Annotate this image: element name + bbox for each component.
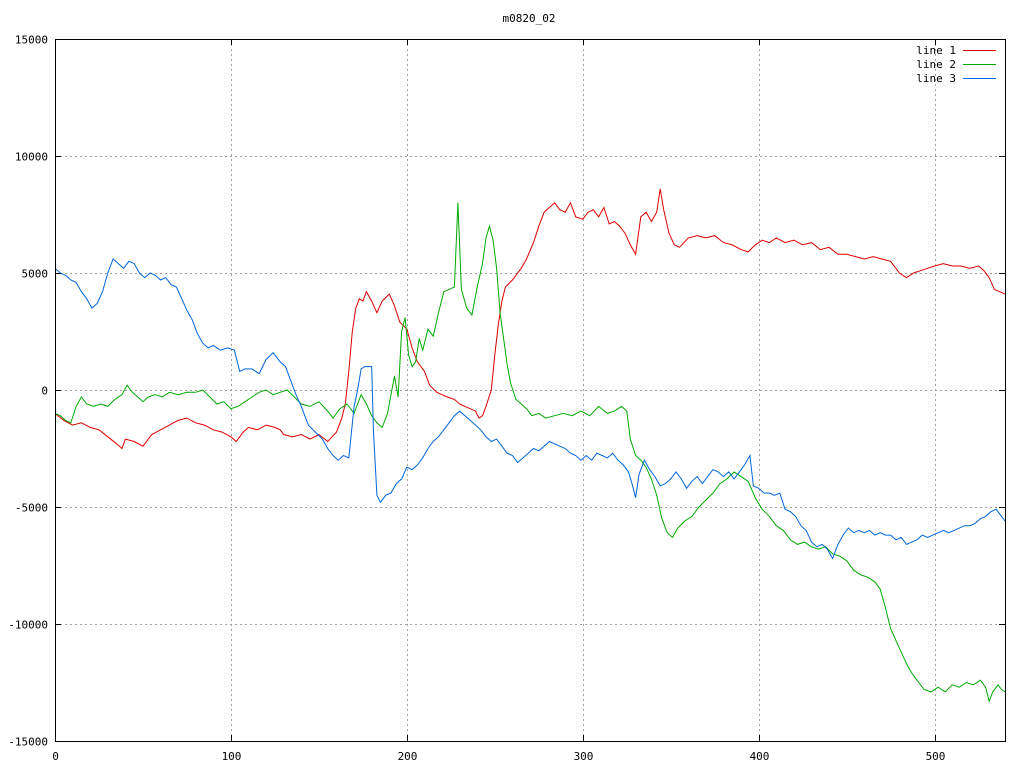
x-tick-label: 0 <box>52 750 59 763</box>
plot-frame <box>55 39 1006 742</box>
series-lines <box>54 188 1006 703</box>
y-tick-label: 0 <box>41 385 48 398</box>
series-line-3 <box>54 258 1006 560</box>
y-tick-label: -10000 <box>8 619 48 632</box>
y-tick-label: 5000 <box>22 268 49 281</box>
x-tick-label: 400 <box>750 750 770 763</box>
x-tick-label: 100 <box>222 750 242 763</box>
grid <box>55 39 1005 741</box>
series-line-1 <box>54 188 1006 450</box>
x-tick-label: 500 <box>926 750 946 763</box>
y-tick-label: 15000 <box>15 34 48 47</box>
legend-label-2: line 2 <box>916 58 956 71</box>
series-line-2 <box>54 202 1006 703</box>
y-tick-label: 10000 <box>15 151 48 164</box>
y-tick-label: -5000 <box>15 502 48 515</box>
x-tick-label: 200 <box>398 750 418 763</box>
legend-label-1: line 1 <box>916 44 956 57</box>
y-tick-label: -15000 <box>8 736 48 749</box>
chart-title: m0820_02 <box>503 12 556 25</box>
axis-ticks: 0 100 200 300 400 500 -15000 -10000 -5000 0 5000 10… <box>8 34 1005 763</box>
x-tick-label: 300 <box>574 750 594 763</box>
legend-label-3: line 3 <box>916 72 956 85</box>
